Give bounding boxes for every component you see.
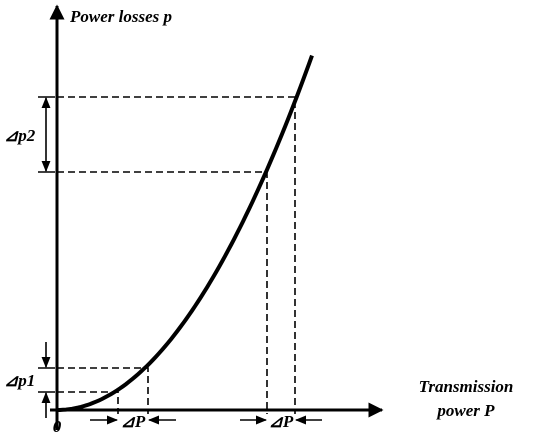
y-axis-label: Power losses p <box>69 7 172 26</box>
delta-label: ⊿p1 <box>4 371 35 390</box>
x-axis-label: Transmission <box>419 377 514 396</box>
x-axis-label: power P <box>435 401 495 420</box>
origin-label: 0 <box>53 417 62 436</box>
loss-curve <box>57 54 314 412</box>
delta-label: ⊿P <box>269 412 294 431</box>
delta-label: ⊿P <box>121 412 146 431</box>
guide-lines <box>57 96 296 414</box>
delta-label: ⊿p2 <box>4 126 36 145</box>
